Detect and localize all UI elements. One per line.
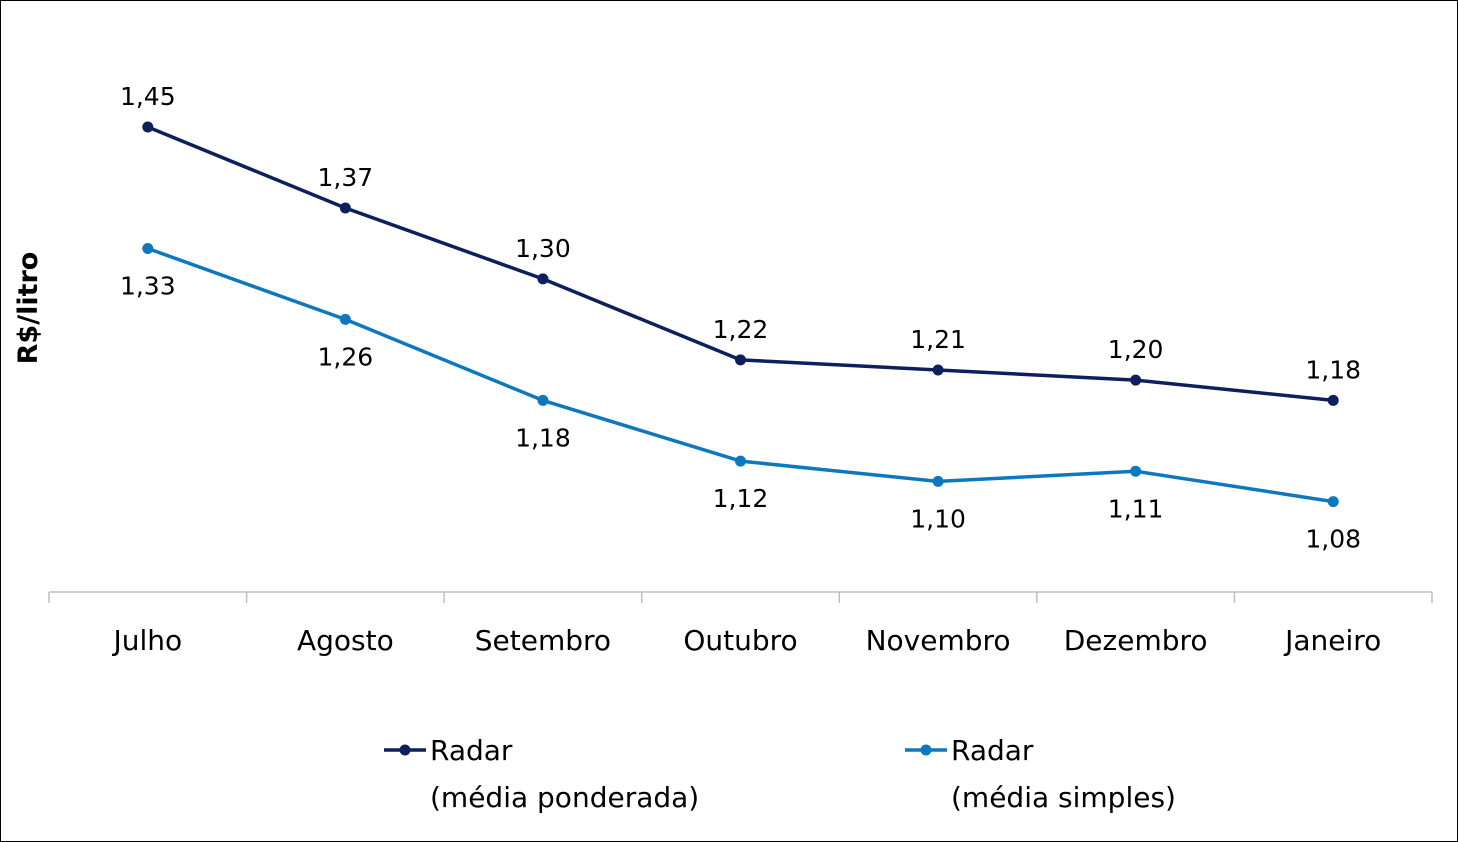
data-labels: 1,45 1,37 1,30 1,22 1,21 1,20 1,18 1,33 1,26 1,18… bbox=[120, 82, 1361, 554]
x-tick-label: Outubro bbox=[683, 624, 797, 657]
data-label: 1,18 bbox=[1305, 355, 1361, 384]
legend-label-line2: (média simples) bbox=[951, 781, 1176, 814]
data-label: 1,22 bbox=[713, 315, 769, 344]
x-axis-ticks bbox=[48, 592, 1433, 603]
data-label: 1,18 bbox=[515, 423, 571, 452]
x-tick-label: Julho bbox=[111, 624, 182, 657]
legend-label-line1: Radar bbox=[951, 734, 1034, 767]
legend-label-line2: (média ponderada) bbox=[430, 781, 699, 814]
legend-item-0: Radar (média ponderada) bbox=[384, 734, 699, 814]
data-label: 1,45 bbox=[120, 82, 176, 111]
data-point bbox=[1327, 394, 1339, 406]
data-label: 1,08 bbox=[1305, 525, 1361, 554]
data-label: 1,37 bbox=[318, 163, 374, 192]
data-label: 1,11 bbox=[1108, 494, 1164, 523]
x-tick-label: Janeiro bbox=[1283, 624, 1381, 657]
data-point bbox=[142, 243, 154, 254]
data-point bbox=[735, 354, 746, 366]
data-label: 1,10 bbox=[910, 504, 966, 533]
legend: Radar (média ponderada) Radar (média simple… bbox=[384, 734, 1176, 814]
data-label: 1,33 bbox=[120, 272, 176, 301]
legend-label-line1: Radar bbox=[430, 734, 513, 767]
data-label: 1,21 bbox=[910, 325, 966, 354]
y-axis-label: R$/litro bbox=[13, 252, 44, 365]
x-axis-tick-labels: Julho Agosto Setembro Outubro Novembro Dezemb… bbox=[111, 624, 1381, 657]
legend-marker-0 bbox=[399, 744, 411, 756]
x-tick-label: Dezembro bbox=[1064, 624, 1208, 657]
x-tick-label: Novembro bbox=[866, 624, 1011, 657]
data-point bbox=[1130, 465, 1142, 477]
series-points bbox=[142, 121, 1339, 508]
data-label: 1,30 bbox=[515, 234, 571, 263]
data-point bbox=[932, 364, 944, 376]
data-point bbox=[1130, 374, 1142, 386]
legend-marker-1 bbox=[920, 744, 932, 756]
x-tick-label: Agosto bbox=[297, 624, 394, 657]
data-point bbox=[537, 273, 549, 285]
data-point bbox=[339, 313, 351, 325]
data-point bbox=[142, 121, 154, 133]
data-point bbox=[932, 475, 944, 487]
data-point bbox=[537, 394, 549, 406]
data-point bbox=[735, 455, 746, 467]
data-label: 1,20 bbox=[1108, 335, 1164, 364]
legend-item-1: Radar (média simples) bbox=[905, 734, 1176, 814]
data-point bbox=[1327, 496, 1339, 508]
data-label: 1,26 bbox=[318, 342, 374, 371]
x-tick-label: Setembro bbox=[475, 624, 611, 657]
data-label: 1,12 bbox=[713, 484, 769, 513]
data-point bbox=[339, 202, 351, 214]
